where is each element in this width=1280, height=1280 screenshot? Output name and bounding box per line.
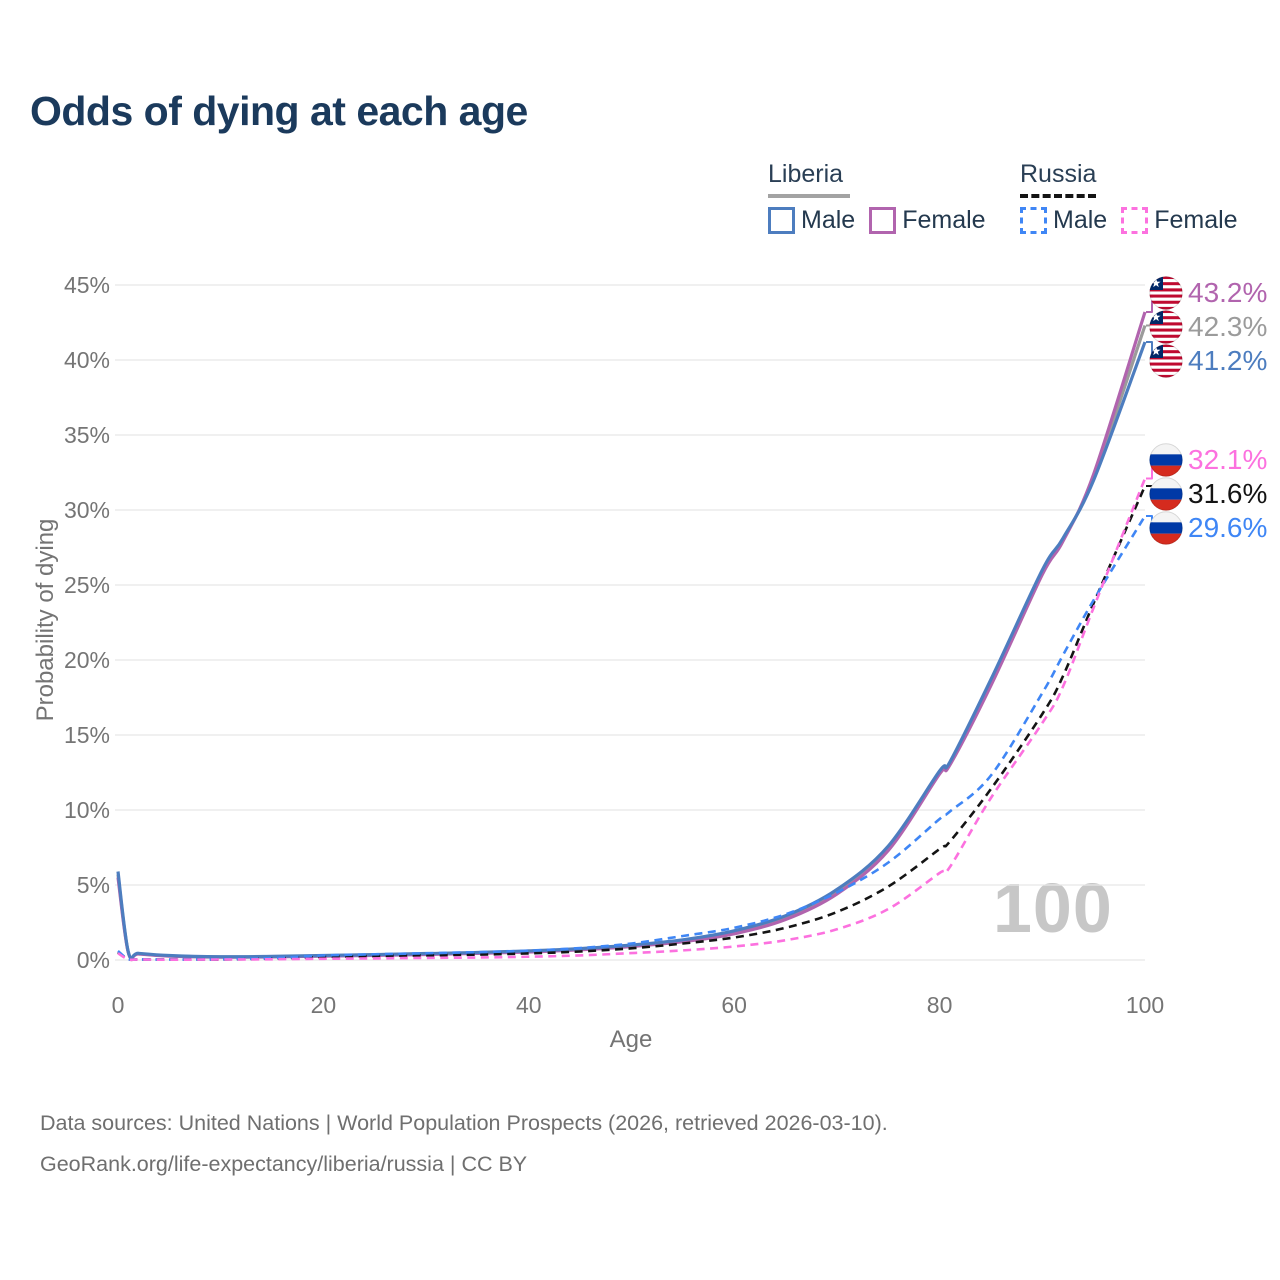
legend-label-liberia-female[interactable]: Female xyxy=(902,206,986,234)
y-tick-label: 15% xyxy=(63,722,110,748)
footer-data-sources: Data sources: United Nations | World Pop… xyxy=(40,1111,888,1135)
y-tick-label: 30% xyxy=(63,497,110,523)
end-value-label: 43.2% xyxy=(1188,276,1268,308)
legend-swatch-russia-female[interactable] xyxy=(1121,207,1149,234)
liberia-flag-icon xyxy=(1149,275,1183,310)
y-tick-label: 0% xyxy=(76,947,110,973)
x-tick-label: 0 xyxy=(111,992,125,1018)
y-tick-label: 5% xyxy=(76,872,110,898)
end-label-russia-both: 31.6% xyxy=(1149,476,1268,511)
y-tick-label: 40% xyxy=(63,347,110,373)
end-value-label: 41.2% xyxy=(1188,344,1268,376)
x-tick-label: 80 xyxy=(926,992,953,1018)
legend-swatch-russia-male[interactable] xyxy=(1020,207,1047,234)
page-title: Odds of dying at each age xyxy=(30,88,528,134)
legend-group-russia: Russia Male Female xyxy=(1020,160,1238,235)
footer-attribution: GeoRank.org/life-expectancy/liberia/russ… xyxy=(40,1152,528,1176)
hover-age-watermark: 100 xyxy=(993,869,1113,947)
series-line-russia-both[interactable] xyxy=(117,485,1147,962)
series-line-liberia-both[interactable] xyxy=(116,324,1147,960)
end-value-label: 32.1% xyxy=(1188,443,1268,475)
end-label-liberia-female: 43.2% xyxy=(1149,275,1268,310)
x-tick-label: 40 xyxy=(516,992,542,1018)
end-label-russia-male: 29.6% xyxy=(1149,510,1268,545)
end-value-label: 42.3% xyxy=(1188,310,1268,342)
y-axis-title: Probability of dying xyxy=(32,518,59,722)
x-tick-label: 20 xyxy=(310,992,337,1018)
series-line-russia-female[interactable] xyxy=(117,478,1147,962)
legend-label-russia-female[interactable]: Female xyxy=(1154,206,1238,234)
legend-swatch-liberia-female[interactable] xyxy=(869,207,897,234)
end-label-liberia-male: 41.2% xyxy=(1149,343,1268,378)
series-line-russia-male[interactable] xyxy=(117,515,1147,962)
russia-flag-icon xyxy=(1149,510,1183,545)
end-label-liberia-both: 42.3% xyxy=(1149,309,1268,344)
liberia-flag-icon xyxy=(1149,343,1183,378)
end-value-label: 29.6% xyxy=(1188,511,1268,543)
russia-flag-icon xyxy=(1149,476,1183,511)
y-tick-label: 10% xyxy=(63,797,110,823)
legend-label-liberia-male[interactable]: Male xyxy=(801,206,856,234)
y-tick-label: 35% xyxy=(63,422,110,448)
x-tick-label: 60 xyxy=(721,992,747,1018)
legend-item-russia-female[interactable]: Female xyxy=(1121,206,1238,235)
end-value-label: 31.6% xyxy=(1188,477,1268,509)
y-tick-label: 25% xyxy=(63,572,110,598)
legend-item-russia-male[interactable]: Male xyxy=(1020,206,1107,235)
legend-item-liberia-female[interactable]: Female xyxy=(869,206,986,235)
y-tick-label: 20% xyxy=(63,647,110,673)
legend-group-russia-label: Russia xyxy=(1020,160,1097,188)
series-line-liberia-female[interactable] xyxy=(116,311,1147,961)
y-tick-label: 45% xyxy=(63,272,110,298)
footer: Data sources: United Nations | World Pop… xyxy=(40,1103,888,1185)
end-label-russia-female: 32.1% xyxy=(1149,442,1268,477)
legend-group-liberia-label: Liberia xyxy=(768,160,844,188)
liberia-flag-icon xyxy=(1149,309,1183,344)
legend-label-russia-male[interactable]: Male xyxy=(1053,206,1108,234)
legend-swatch-liberia-male[interactable] xyxy=(768,207,795,234)
legend-item-liberia-male[interactable]: Male xyxy=(768,206,855,235)
russia-flag-icon xyxy=(1149,442,1183,477)
legend-russia-line-swatch xyxy=(1020,194,1096,198)
legend-liberia-line-swatch xyxy=(768,194,850,198)
x-axis-title: Age xyxy=(609,1026,653,1053)
series-line-liberia-male[interactable] xyxy=(116,341,1147,960)
x-tick-label: 100 xyxy=(1125,992,1165,1018)
legend-group-liberia: Liberia Male Female xyxy=(768,160,986,235)
